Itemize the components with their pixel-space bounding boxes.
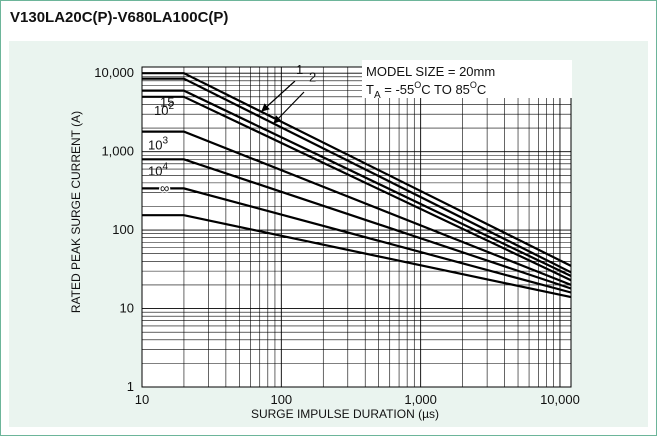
x-tick-label: 100 bbox=[270, 392, 292, 407]
curve-line-2 bbox=[142, 77, 572, 274]
series-label: 104 bbox=[148, 161, 168, 178]
chart-title: V130LA20C(P)-V680LA100C(P) bbox=[10, 9, 229, 26]
curve-line-4 bbox=[142, 95, 572, 282]
arrow-curve-1 bbox=[261, 80, 296, 112]
series-label: ∞ bbox=[160, 180, 169, 195]
y-axis-title: RATED PEAK SURGE CURRENT (A) bbox=[69, 111, 83, 313]
x-tick-label: 10 bbox=[135, 392, 149, 407]
curve-line-7 bbox=[142, 187, 572, 294]
y-tick-label: 1 bbox=[127, 379, 134, 394]
y-tick-label: 10 bbox=[120, 301, 134, 316]
temperature-range-label: TA = -55OC TO 85OC bbox=[366, 80, 486, 101]
model-size-label: MODEL SIZE = 20mm bbox=[366, 64, 495, 79]
curve-line-5 bbox=[142, 130, 572, 286]
series-label: 2 bbox=[309, 70, 316, 85]
y-tick-label: 1,000 bbox=[101, 144, 134, 159]
curve-line-3 bbox=[142, 89, 572, 277]
series-label: 103 bbox=[148, 136, 168, 153]
curve-line-8 bbox=[142, 214, 572, 299]
plot-area bbox=[142, 67, 571, 387]
curve-line-6 bbox=[142, 158, 572, 290]
series-label: 102 bbox=[154, 101, 174, 118]
series-label: 1 bbox=[296, 62, 303, 77]
arrow-curve-2 bbox=[273, 91, 305, 124]
series-label: 15 bbox=[160, 95, 174, 110]
info-box-background bbox=[362, 60, 572, 98]
y-tick-label: 10,000 bbox=[94, 65, 134, 80]
x-tick-label: 1,000 bbox=[404, 392, 437, 407]
x-axis-title: SURGE IMPULSE DURATION (µs) bbox=[251, 407, 439, 421]
y-tick-label: 100 bbox=[112, 222, 134, 237]
x-tick-label: 10,000 bbox=[540, 392, 580, 407]
curve-line-1 bbox=[142, 72, 572, 267]
annotation-arrows bbox=[261, 80, 305, 124]
curves bbox=[142, 72, 572, 299]
plot-border bbox=[141, 66, 572, 388]
